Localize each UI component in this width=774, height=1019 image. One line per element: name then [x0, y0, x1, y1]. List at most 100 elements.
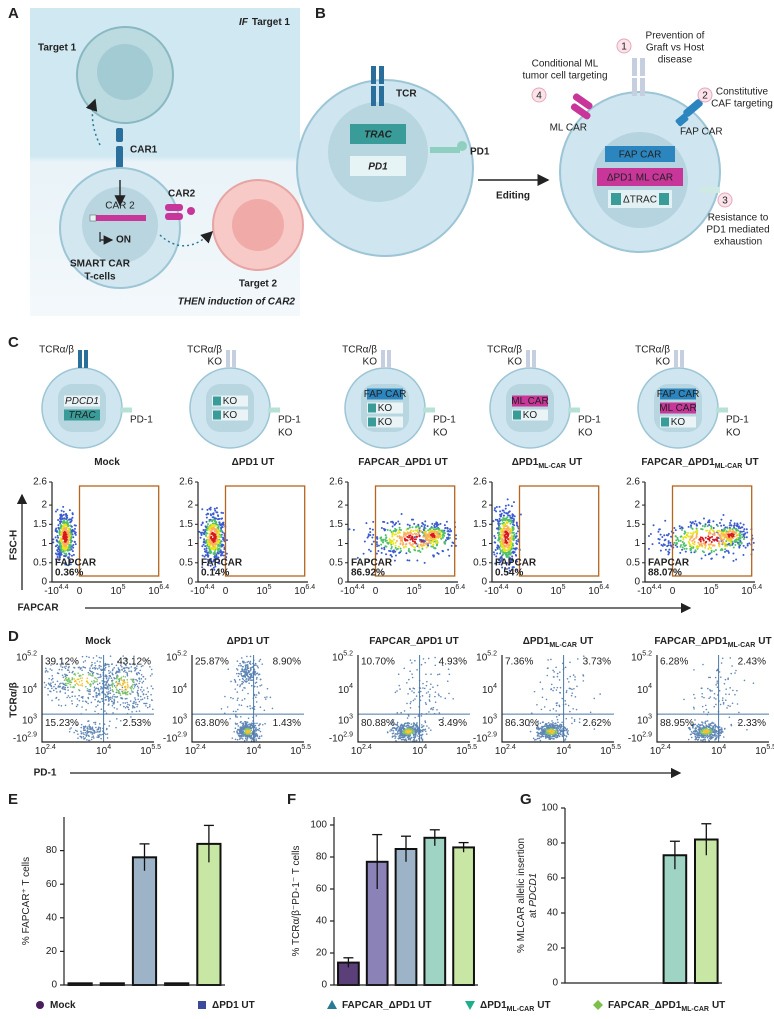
- feature-text: Prevention of: [646, 31, 705, 42]
- event-dot: [713, 550, 716, 553]
- event-dot: [410, 723, 413, 725]
- event-dot: [742, 530, 745, 533]
- event-dot: [214, 528, 217, 531]
- event-dot: [574, 696, 577, 698]
- cell-label: KO: [508, 357, 523, 368]
- event-dot: [257, 673, 260, 676]
- event-dot: [91, 674, 93, 677]
- event-dot: [113, 666, 116, 669]
- event-dot: [438, 694, 440, 697]
- event-dot: [423, 561, 426, 564]
- event-dot: [113, 706, 116, 709]
- event-dot: [709, 532, 712, 535]
- event-dot: [666, 534, 669, 537]
- event-dot: [91, 736, 93, 739]
- event-dot: [696, 545, 699, 548]
- event-dot: [428, 541, 431, 544]
- text-part: -10: [329, 733, 344, 744]
- text-part: 2.4: [362, 744, 372, 751]
- event-dot: [400, 512, 403, 515]
- event-dot: [681, 527, 684, 530]
- event-dot: [679, 551, 682, 554]
- illustration-shape: [632, 78, 637, 96]
- event-dot: [363, 540, 366, 543]
- event-dot: [106, 733, 109, 735]
- gene-label: ON: [116, 235, 131, 246]
- event-dot: [43, 681, 46, 684]
- event-dot: [448, 533, 451, 536]
- event-dot: [664, 538, 667, 541]
- event-dot: [47, 687, 49, 690]
- illustration-shape: [640, 58, 645, 76]
- event-dot: [742, 544, 745, 547]
- event-dot: [732, 552, 735, 555]
- event-dot: [386, 731, 389, 734]
- event-dot: [222, 554, 225, 557]
- event-dot: [413, 522, 416, 525]
- event-dot: [516, 530, 519, 533]
- event-dot: [239, 684, 242, 686]
- event-dot: [82, 673, 84, 676]
- event-dot: [499, 522, 502, 525]
- event-dot: [420, 690, 422, 693]
- event-dot: [694, 549, 697, 552]
- event-dot: [203, 555, 206, 558]
- text-part: 2.9: [343, 731, 353, 738]
- text-part: ML-CAR: [549, 642, 577, 649]
- event-dot: [90, 680, 93, 683]
- event-dot: [427, 657, 430, 660]
- event-dot: [89, 670, 92, 672]
- event-dot: [504, 566, 507, 569]
- event-dot: [414, 526, 417, 529]
- event-dot: [396, 535, 399, 538]
- event-dot: [137, 698, 139, 701]
- event-dot: [96, 678, 99, 681]
- event-dot: [69, 681, 71, 684]
- event-dot: [69, 521, 72, 524]
- event-dot: [256, 722, 258, 725]
- event-dot: [509, 562, 512, 565]
- y-tick-label: 1: [187, 538, 193, 549]
- x-tick-label: 0: [373, 586, 379, 597]
- event-dot: [386, 529, 389, 532]
- event-dot: [513, 515, 516, 518]
- gate-percent: 88.07%: [648, 568, 682, 579]
- event-dot: [729, 519, 732, 522]
- gate: [224, 485, 306, 577]
- gene-box: [212, 395, 248, 407]
- event-dot: [720, 532, 723, 535]
- event-dot: [392, 549, 395, 552]
- gene-box: [367, 402, 403, 414]
- event-dot: [389, 730, 391, 732]
- text-part: 10: [351, 746, 363, 757]
- event-dot: [402, 535, 405, 538]
- text-part: ΔPD1 UT: [227, 636, 270, 647]
- text-part: ML-CAR: [538, 463, 566, 470]
- event-dot: [582, 680, 585, 682]
- event-dot: [231, 737, 234, 739]
- event-dot: [424, 730, 427, 733]
- text-part: 2.4: [196, 744, 206, 751]
- event-dot: [495, 505, 498, 508]
- event-dot: [214, 545, 217, 548]
- event-dot: [109, 687, 112, 689]
- feature-text: Constitutive: [716, 87, 769, 98]
- event-dot: [726, 527, 729, 530]
- event-dot: [84, 731, 87, 734]
- text-part: 10: [294, 586, 306, 597]
- y-tick-label: 2: [337, 500, 343, 511]
- event-dot: [126, 681, 129, 684]
- event-dot: [390, 547, 393, 550]
- illustration-shape: [371, 86, 376, 106]
- y-tick-label: 2.6: [329, 477, 343, 488]
- event-dot: [723, 542, 726, 545]
- event-dot: [238, 664, 240, 667]
- event-dot: [683, 547, 686, 550]
- text-part: 4: [257, 744, 261, 751]
- plot-title: Mock: [94, 457, 120, 468]
- event-dot: [412, 530, 415, 533]
- event-dot: [398, 736, 401, 739]
- event-dot: [98, 682, 101, 684]
- event-dot: [96, 660, 99, 662]
- event-dot: [95, 696, 98, 698]
